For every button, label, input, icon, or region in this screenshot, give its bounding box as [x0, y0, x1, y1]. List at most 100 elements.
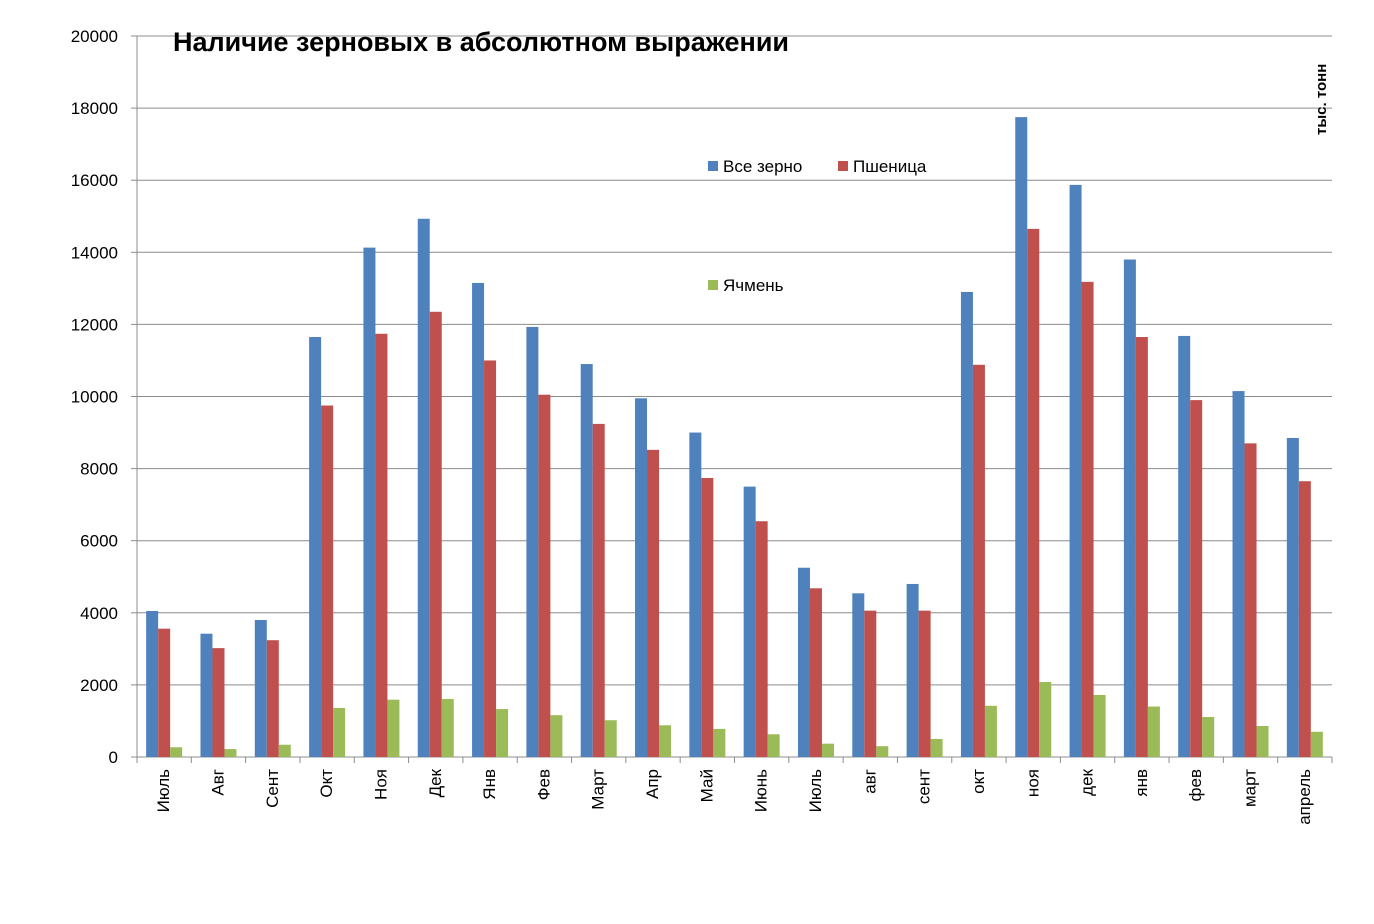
- x-tick-label: ноя: [1023, 769, 1042, 797]
- bar-barley: [1202, 716, 1215, 757]
- x-tick-label: окт: [969, 769, 988, 794]
- bar-barley: [496, 709, 509, 757]
- legend-swatch-all-grain: [708, 161, 718, 171]
- bar-wheat: [701, 477, 714, 757]
- y-tick-label: 16000: [71, 171, 118, 190]
- bar-wheat: [1081, 281, 1094, 757]
- bar-all-grain: [635, 398, 648, 757]
- x-tick-label: Авг: [208, 769, 227, 796]
- bar-barley: [984, 705, 997, 757]
- y-tick-label: 2000: [80, 676, 118, 695]
- bar-wheat: [1298, 481, 1311, 757]
- bar-wheat: [321, 405, 334, 757]
- bar-all-grain: [146, 610, 159, 757]
- bar-wheat: [266, 640, 279, 757]
- y-axis-ticks: 0 2000 4000 6000 8000 10000 12000 14000 16000 180…: [71, 27, 118, 767]
- bar-all-grain: [743, 486, 756, 757]
- legend-swatch-barley: [708, 280, 718, 290]
- y-tick-label: 4000: [80, 604, 118, 623]
- x-tick-label: Дек: [426, 768, 445, 797]
- bar-barley: [550, 715, 563, 757]
- bar-wheat: [1027, 228, 1040, 757]
- bar-wheat: [1190, 400, 1203, 757]
- x-tick-label: март: [1241, 769, 1260, 807]
- chart-title: Наличие зерновых в абсолютном выражении: [173, 27, 789, 57]
- bar-all-grain: [906, 583, 919, 757]
- bar-barley: [713, 728, 726, 757]
- unit-label: тыс. тонн: [1313, 64, 1330, 135]
- y-tick-label: 12000: [71, 315, 118, 334]
- bar-all-grain: [797, 567, 810, 757]
- x-tick-label: дек: [1078, 768, 1097, 795]
- bar-barley: [1256, 725, 1269, 757]
- y-tick-label: 14000: [71, 243, 118, 262]
- bar-barley: [1093, 694, 1106, 757]
- bar-all-grain: [417, 218, 430, 757]
- x-tick-label: Июль: [806, 769, 825, 813]
- x-tick-label: Фев: [534, 769, 553, 800]
- x-axis-ticks: Июль Авг Сент Окт Ноя Дек Янв Фев Март Апр Май Июнь…: [154, 768, 1314, 824]
- bar-barley: [170, 747, 183, 757]
- bar-barley: [333, 707, 346, 757]
- bar-wheat: [484, 360, 497, 757]
- bar-wheat: [375, 333, 388, 757]
- legend-label-wheat: Пшеница: [853, 157, 927, 176]
- x-tick-label: Янв: [480, 769, 499, 800]
- bar-barley: [876, 746, 889, 757]
- x-tick-label: Март: [589, 769, 608, 810]
- x-tick-label: сент: [915, 769, 934, 804]
- legend-swatch-wheat: [838, 161, 848, 171]
- legend: Все зерно Пшеница Ячмень: [708, 157, 927, 295]
- x-tick-label: Сент: [263, 769, 282, 808]
- bar-all-grain: [1286, 437, 1299, 757]
- bar-all-grain: [1069, 184, 1082, 758]
- legend-label-barley: Ячмень: [723, 276, 784, 295]
- x-tick-label: Май: [697, 769, 716, 802]
- bar-all-grain: [1178, 335, 1191, 757]
- x-tick-label: авг: [860, 769, 879, 794]
- bar-all-grain: [1015, 117, 1028, 758]
- y-tick-label: 10000: [71, 388, 118, 407]
- bar-barley: [387, 699, 400, 757]
- bar-all-grain: [580, 364, 593, 757]
- bar-wheat: [1244, 443, 1257, 757]
- bar-wheat: [158, 628, 171, 757]
- bar-all-grain: [960, 291, 973, 757]
- x-tick-label: Апр: [643, 769, 662, 799]
- bar-barley: [1039, 682, 1052, 757]
- bar-all-grain: [200, 633, 213, 757]
- y-tick-label: 6000: [80, 532, 118, 551]
- bar-wheat: [647, 449, 660, 757]
- bar-barley: [604, 720, 617, 757]
- bar-barley: [1147, 706, 1160, 757]
- bar-barley: [767, 734, 780, 757]
- bar-barley: [659, 725, 672, 757]
- bar-wheat: [429, 311, 442, 757]
- x-tick-label: Июль: [154, 769, 173, 813]
- y-tick-label: 18000: [71, 99, 118, 118]
- bar-wheat: [592, 423, 605, 757]
- bar-barley: [1310, 731, 1323, 757]
- bar-wheat: [864, 610, 877, 757]
- bar-wheat: [538, 394, 551, 757]
- bar-all-grain: [1232, 391, 1245, 757]
- bar-wheat: [918, 610, 931, 757]
- bar-wheat: [1135, 337, 1148, 757]
- bar-wheat: [972, 364, 985, 757]
- bar-barley: [821, 743, 834, 757]
- x-tick-label: Ноя: [371, 769, 390, 800]
- y-tick-label: 0: [109, 748, 118, 767]
- bar-all-grain: [689, 432, 702, 757]
- x-tick-label: Окт: [317, 769, 336, 798]
- bar-all-grain: [472, 282, 485, 757]
- x-tick-label: янв: [1132, 769, 1151, 797]
- bar-barley: [441, 698, 454, 757]
- x-tick-label: апрель: [1295, 769, 1314, 825]
- bar-all-grain: [852, 593, 865, 757]
- y-tick-label: 20000: [71, 27, 118, 46]
- legend-label-all-grain: Все зерно: [723, 157, 802, 176]
- bar-all-grain: [526, 326, 539, 757]
- bar-wheat: [755, 521, 768, 757]
- bars: [146, 117, 1323, 758]
